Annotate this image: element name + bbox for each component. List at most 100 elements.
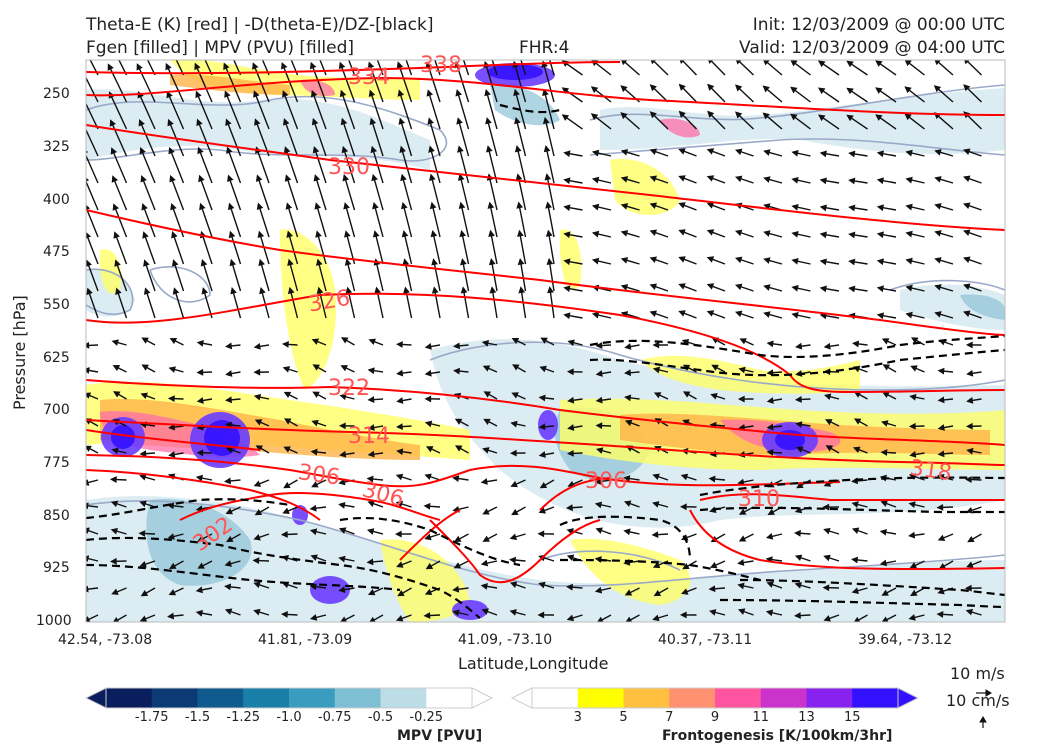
wind-vector-head: [682, 419, 690, 426]
wind-vector-head: [818, 60, 826, 68]
wind-vector-head: [875, 87, 883, 94]
wind-vector-head: [680, 473, 689, 481]
y-tick-label: 325: [43, 138, 70, 155]
wind-vector-head: [287, 286, 295, 295]
wind-vector-head: [115, 287, 122, 295]
wind-vector-head: [109, 476, 117, 483]
wind-vector-head: [966, 397, 974, 404]
wind-vector-head: [310, 35, 314, 40]
wind-vector-head: [963, 283, 971, 290]
wind-vector-head: [167, 502, 175, 510]
wind-vector-head: [911, 337, 919, 344]
wind-vector: [546, 174, 555, 211]
wind-vector-head: [795, 421, 803, 428]
wind-vector-head: [340, 365, 348, 372]
wind-vector-head: [934, 60, 942, 66]
mpv-colorbar: [84, 687, 494, 709]
wind-vector: [223, 63, 242, 103]
wind-vector-head: [963, 310, 971, 317]
wind-vector-head: [168, 589, 177, 596]
wind-vector-head: [338, 61, 346, 70]
wind-vector-head: [142, 231, 149, 239]
wind-vector-head: [734, 84, 743, 92]
wind-vector: [456, 90, 470, 130]
wind-vector-head: [138, 119, 145, 127]
wind-vector-head: [453, 535, 462, 542]
wind-vector-head: [595, 342, 603, 349]
colorbar-swatch: [577, 688, 624, 708]
wind-vector-head: [624, 343, 632, 350]
wind-vector-head: [762, 112, 770, 120]
wind-vector: [516, 146, 527, 184]
wind-vector: [461, 259, 470, 292]
wind-vector-head: [396, 397, 404, 404]
wind-vector: [488, 174, 498, 211]
wind-vector-head: [312, 146, 320, 154]
wind-vector-head: [876, 258, 884, 266]
wind-vector-head: [909, 562, 918, 569]
wind-vector: [399, 118, 413, 157]
colorbar-tick-label: 5: [619, 710, 628, 725]
reference-vertical-label: 10 cm/s: [946, 691, 1010, 710]
wind-vector: [283, 119, 299, 157]
wind-vector-head: [197, 535, 205, 542]
wind-vector-head: [224, 477, 232, 485]
wind-vector-head: [139, 615, 148, 622]
wind-vector-head: [509, 556, 517, 564]
wind-vector-head: [963, 229, 971, 236]
wind-vector: [86, 557, 99, 562]
wind-vector-head: [141, 203, 148, 211]
wind-vector-head: [853, 446, 861, 453]
wind-vector-head: [224, 90, 231, 98]
wind-vector-head: [737, 582, 745, 590]
wind-vector-head: [652, 473, 660, 481]
theta-e-label: 306: [296, 460, 341, 491]
wind-vector-head: [966, 369, 974, 377]
wind-vector: [462, 60, 470, 76]
wind-vector-head: [514, 116, 521, 125]
wind-vector-head: [652, 366, 661, 374]
wind-vector: [144, 260, 156, 292]
wind-vector-head: [561, 87, 570, 94]
wind-vector-head: [483, 418, 491, 425]
wind-vector-head: [425, 446, 434, 453]
wind-vector: [457, 118, 470, 157]
wind-vector-head: [339, 89, 347, 98]
wind-vector-head: [254, 508, 263, 516]
wind-vector-head: [734, 229, 743, 237]
colorbar-swatch: [806, 688, 853, 708]
wind-vector-head: [228, 230, 236, 239]
wind-vector-head: [537, 530, 545, 538]
wind-vector-head: [397, 89, 405, 97]
wind-vector-head: [482, 508, 490, 515]
wind-vector-head: [848, 150, 856, 158]
theta-e-label: 322: [328, 376, 370, 401]
wind-vector-head: [283, 446, 291, 453]
wind-vector: [290, 60, 299, 76]
wind-vector-head: [624, 419, 633, 427]
wind-vector: [225, 119, 242, 157]
wind-vector-head: [196, 368, 204, 376]
wind-vector-head: [682, 562, 690, 570]
wind-vector-head: [623, 475, 631, 482]
wind-vector-head: [904, 113, 912, 121]
wind-vector-head: [195, 586, 203, 594]
wind-vector-head: [401, 230, 409, 238]
wind-vector-head: [819, 231, 827, 239]
wind-vector-head: [910, 365, 918, 372]
wind-vector: [486, 118, 498, 157]
wind-vector-head: [253, 393, 262, 401]
mpv-colorbar-title: MPV [PVU]: [397, 728, 483, 744]
wind-vector-head: [708, 475, 716, 483]
wind-vector-head: [370, 145, 378, 154]
wind-vector-head: [678, 283, 686, 290]
wind-vector: [431, 203, 441, 238]
wind-vector-head: [196, 449, 204, 457]
wind-vector-head: [341, 337, 349, 344]
wind-vector-head: [511, 508, 519, 516]
wind-vector: [374, 231, 384, 265]
wind-vector: [172, 260, 185, 292]
wind-vector-head: [566, 449, 574, 457]
wind-vector-head: [790, 86, 798, 94]
wind-vector-head: [682, 391, 691, 398]
